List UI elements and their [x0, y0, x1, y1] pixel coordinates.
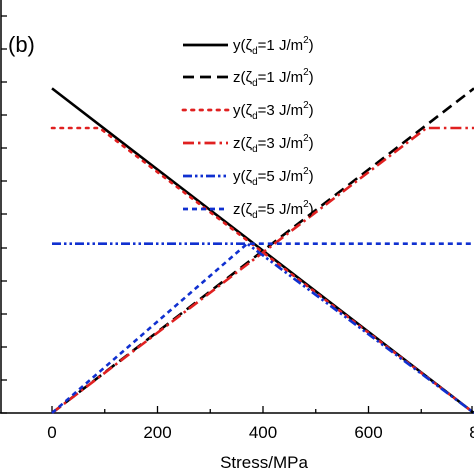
series-line-5 [52, 242, 474, 415]
x-axis-title: Stress/MPa [220, 453, 308, 472]
legend: y(ζd=1 J/m2) z(ζd=1 J/m2) y(ζd=3 J/m2) z(ζd… [181, 35, 314, 221]
plot-frame [0, 0, 474, 414]
x-tick-label-0: 0 [47, 423, 56, 442]
x-axis-ticks: 0 200 400 600 8 [47, 406, 474, 442]
legend-label-1: y(ζd=1 J/m2) [233, 35, 314, 57]
series-line-6 [51, 242, 474, 414]
series-line-1 [51, 87, 474, 415]
series-layer [50, 87, 474, 415]
series-line-4 [51, 126, 474, 415]
x-tick-label-1: 200 [143, 423, 171, 442]
legend-label-5: y(ζd=5 J/m2) [233, 166, 314, 188]
x-tick-label-2: 400 [249, 423, 277, 442]
series-line-3 [50, 126, 474, 415]
legend-label-6: z(ζd=5 J/m2) [233, 199, 314, 221]
panel-label: (b) [8, 32, 35, 57]
x-tick-label-3: 600 [354, 423, 382, 442]
y-axis-ticks [1, 15, 7, 414]
legend-label-4: z(ζd=3 J/m2) [233, 133, 314, 155]
legend-label-2: z(ζd=1 J/m2) [233, 67, 314, 89]
legend-label-3: y(ζd=3 J/m2) [233, 100, 314, 122]
x-tick-label-4: 8 [469, 423, 474, 442]
